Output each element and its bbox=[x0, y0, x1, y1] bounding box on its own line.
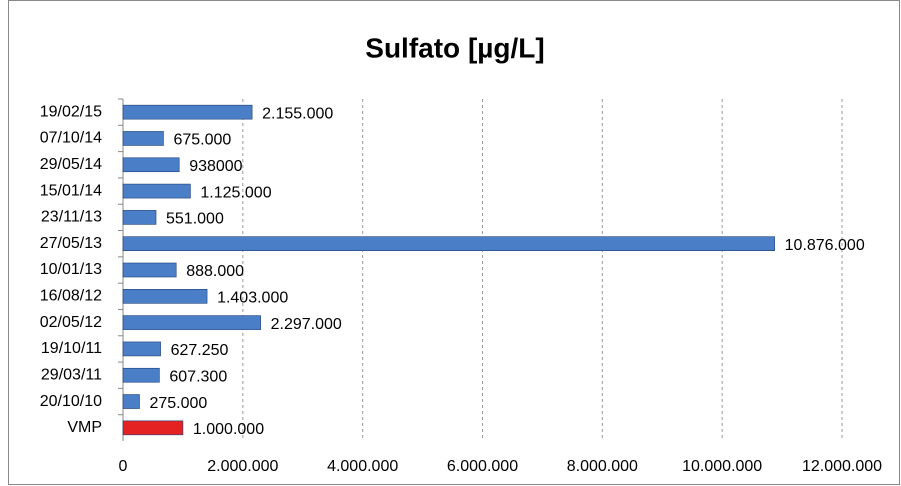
value-label: 1.125.000 bbox=[200, 184, 271, 201]
y-tick-label: 19/02/15 bbox=[40, 103, 102, 120]
bar bbox=[122, 157, 180, 173]
y-tick-label: 29/05/14 bbox=[40, 156, 102, 173]
value-label: 675.000 bbox=[173, 132, 231, 149]
y-tick-label: VMP bbox=[67, 419, 102, 436]
x-tick-label: 2.000.000 bbox=[207, 458, 278, 475]
bar bbox=[122, 236, 775, 251]
bar bbox=[122, 262, 177, 278]
y-tick-label: 29/03/11 bbox=[41, 366, 102, 383]
bar bbox=[122, 315, 261, 330]
value-label: 551.000 bbox=[166, 211, 224, 228]
y-tick-label: 10/01/13 bbox=[40, 261, 102, 278]
y-tick-label: 07/10/14 bbox=[40, 130, 102, 147]
y-tick-label: 19/10/11 bbox=[41, 340, 102, 357]
value-label: 1.403.000 bbox=[217, 290, 288, 307]
y-tick-label: 02/05/12 bbox=[40, 314, 102, 331]
value-label: 1.000.000 bbox=[193, 421, 264, 438]
bar bbox=[122, 183, 191, 199]
x-tick-label: 10.000.000 bbox=[682, 458, 762, 475]
value-label: 2.155.000 bbox=[262, 105, 333, 122]
y-tick-label: 16/08/12 bbox=[40, 288, 102, 305]
bar bbox=[122, 131, 164, 146]
x-tick-label: 0 bbox=[119, 458, 128, 475]
bar bbox=[122, 289, 208, 304]
y-tick-label: 23/11/13 bbox=[41, 209, 102, 226]
x-tick-label: 12.000.000 bbox=[802, 458, 882, 475]
y-tick-label: 27/05/13 bbox=[40, 235, 102, 252]
y-tick-label: 15/01/14 bbox=[40, 182, 102, 199]
value-label: 607.300 bbox=[169, 368, 227, 385]
bar bbox=[122, 394, 140, 409]
x-tick-label: 6.000.000 bbox=[447, 458, 518, 475]
x-tick-label: 8.000.000 bbox=[567, 458, 638, 475]
bar bbox=[122, 104, 253, 120]
value-label: 938000 bbox=[189, 158, 242, 175]
bar bbox=[122, 341, 161, 357]
value-label: 888.000 bbox=[186, 263, 244, 280]
bar bbox=[122, 367, 160, 383]
x-tick-label: 4.000.000 bbox=[327, 458, 398, 475]
bar bbox=[122, 210, 157, 225]
value-label: 10.876.000 bbox=[785, 237, 865, 254]
y-tick-label: 20/10/10 bbox=[40, 393, 102, 410]
value-label: 2.297.000 bbox=[271, 316, 342, 333]
chart-title: Sulfato [µg/L] bbox=[365, 32, 544, 63]
value-label: 275.000 bbox=[149, 395, 207, 412]
bar bbox=[122, 420, 184, 436]
value-label: 627.250 bbox=[171, 342, 229, 359]
